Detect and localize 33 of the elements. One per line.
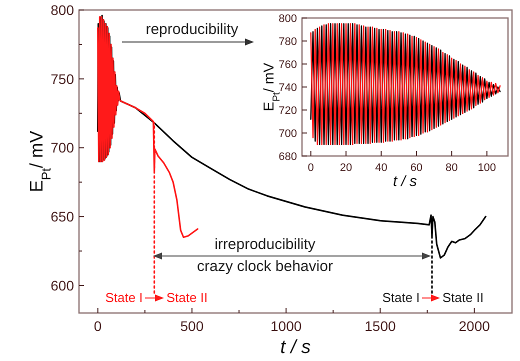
x-tick-label: 80 (446, 162, 458, 174)
annotation: State II (166, 290, 208, 305)
x-tick-label: 0 (94, 318, 102, 334)
y-tick-label: 760 (278, 58, 297, 71)
y-tick-label: 700 (278, 128, 297, 140)
x-axis-title: t / s (280, 337, 312, 358)
x-tick-label: 1000 (270, 318, 302, 334)
y-tick-label: 600 (50, 277, 74, 294)
x-tick-label: 40 (375, 162, 388, 174)
x-tick-label: 0 (308, 162, 314, 174)
annotation: State II (442, 290, 484, 305)
y-tick-label: 700 (50, 140, 74, 156)
y-tick-label: 750 (50, 70, 74, 87)
x-tick-label: 20 (340, 162, 352, 174)
annotation: reproducibility (146, 21, 239, 38)
y-tick-label: 740 (278, 82, 297, 94)
annotation: State I (105, 290, 143, 305)
y-tick-label: 800 (278, 12, 297, 25)
y-tick-label: 680 (278, 150, 297, 163)
annotation: crazy clock behavior (197, 258, 333, 275)
y-tick-label: 800 (50, 2, 74, 18)
y-tick-label: 720 (278, 104, 297, 117)
line-series (310, 23, 501, 146)
x-tick-label: 500 (180, 318, 204, 334)
y-tick-label: 650 (50, 208, 74, 224)
annotation: irreproducibility (214, 236, 316, 253)
y-tick-label: 780 (278, 36, 297, 48)
annotation: State I (382, 290, 420, 305)
x-tick-label: 2000 (458, 318, 490, 334)
x-tick-label: 1500 (364, 318, 396, 334)
x-axis-title: t / s (393, 174, 418, 190)
x-tick-label: 100 (478, 162, 496, 174)
x-tick-label: 60 (410, 162, 423, 174)
